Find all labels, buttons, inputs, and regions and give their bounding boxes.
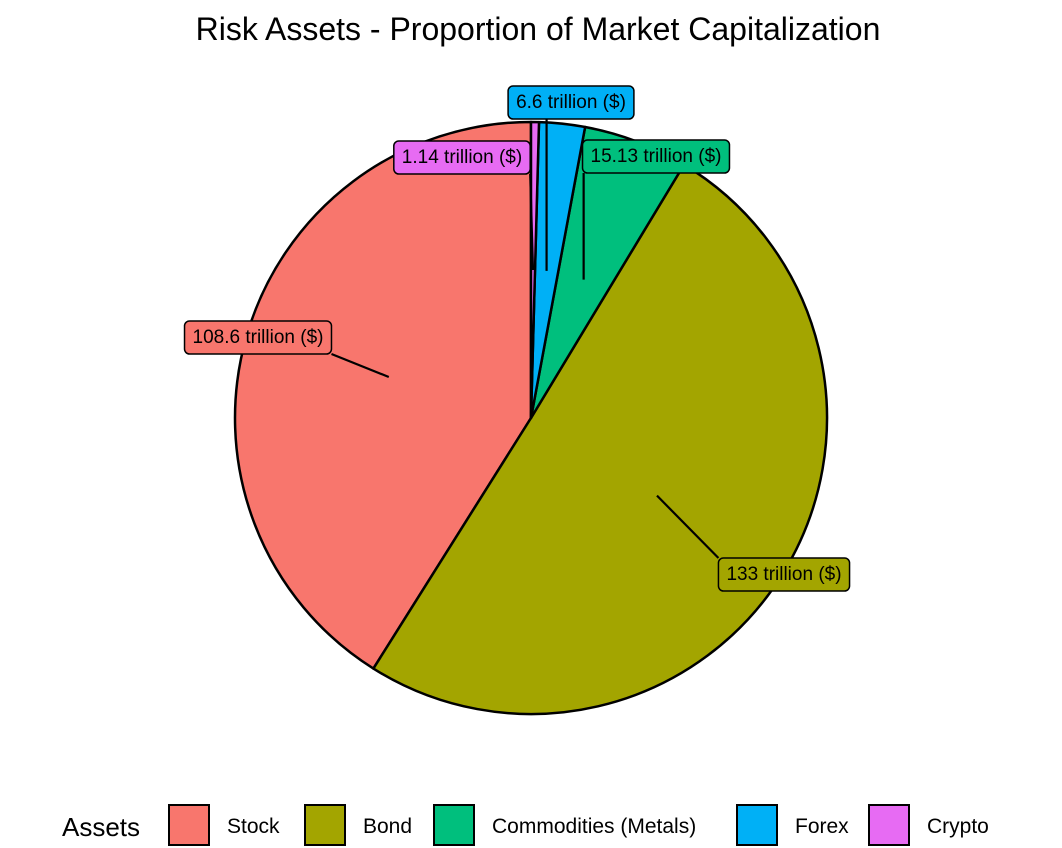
pie-slice-crypto: [529, 120, 541, 420]
leader-line-stock: [331, 352, 390, 379]
legend-key-forex: [736, 804, 778, 846]
legend-label-commodities-metals: Commodities (Metals): [492, 815, 696, 838]
chart-title: Risk Assets - Proportion of Market Capit…: [196, 11, 881, 47]
legend-label-bond: Bond: [363, 815, 412, 838]
slice-label-stock: 108.6 trillion ($): [193, 327, 324, 348]
leader-line-crypto: [529, 173, 535, 271]
legend-label-forex: Forex: [795, 815, 849, 838]
slice-label-box-crypto: [393, 140, 531, 175]
legend-key-stock: [168, 804, 210, 846]
slice-label-box-commodities-metals: [581, 139, 731, 174]
leader-line-bond: [656, 494, 720, 559]
slice-labels: 108.6 trillion ($) 133 trillion ($) 15.13 …: [183, 85, 851, 592]
legend-label-stock: Stock: [227, 815, 280, 838]
legend: Assets Stock Bond Commodities (Metals) Fore…: [62, 804, 989, 846]
legend-key-commodities-metals: [433, 804, 475, 846]
slice-label-bond: 133 trillion ($): [726, 564, 841, 585]
legend-key-crypto: [868, 804, 910, 846]
label-leader-lines: [331, 119, 720, 559]
slice-label-box-forex: [507, 85, 635, 120]
legend-title: Assets: [62, 812, 140, 842]
legend-key-bond: [304, 804, 346, 846]
slice-label-forex: 6.6 trillion ($): [516, 92, 626, 113]
slice-label-crypto: 1.14 trillion ($): [402, 147, 522, 168]
slice-label-box-bond: [717, 557, 851, 592]
legend-label-crypto: Crypto: [927, 815, 989, 838]
slice-label-box-stock: [183, 320, 333, 355]
slice-label-commodities-metals: 15.13 trillion ($): [591, 146, 722, 167]
pie-slices: [233, 120, 829, 716]
